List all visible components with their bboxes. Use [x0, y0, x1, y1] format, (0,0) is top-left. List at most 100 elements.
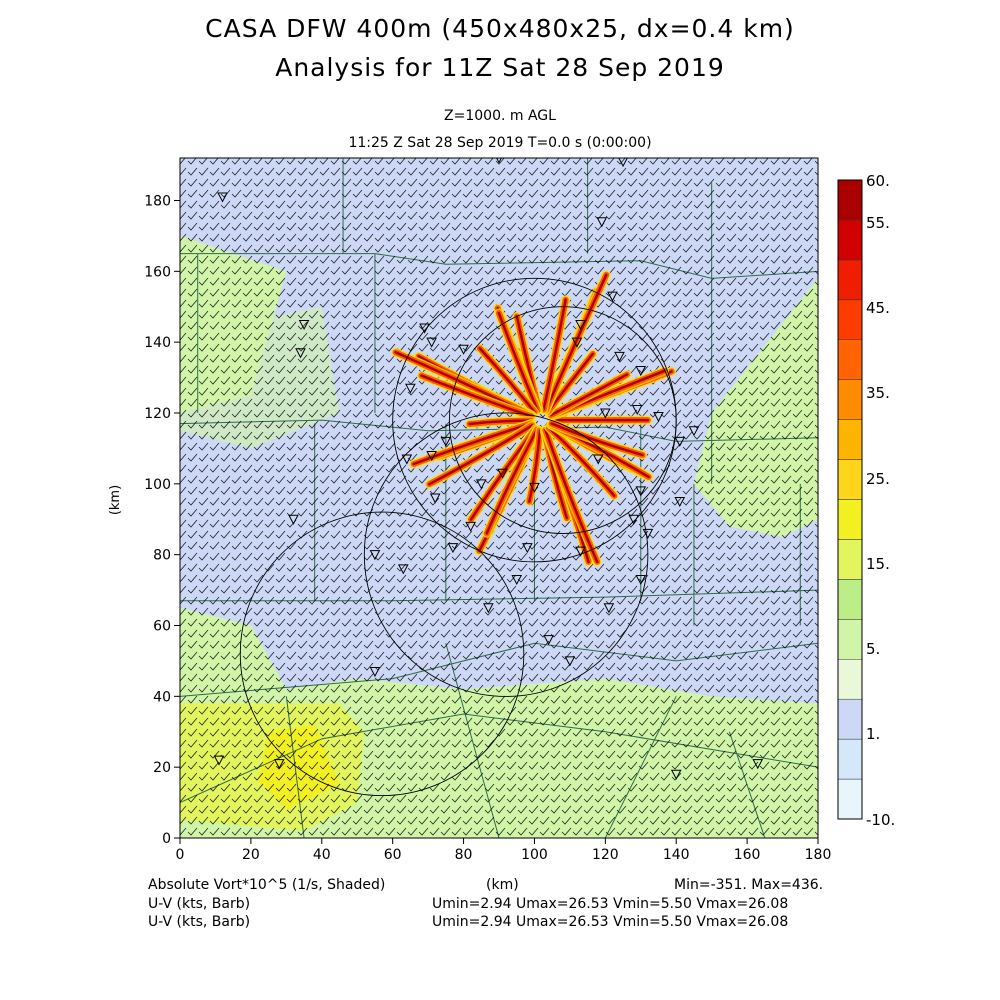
radar-marker-5: [575, 319, 586, 331]
radar-marker-25: [475, 479, 487, 490]
range-ring-1: [363, 412, 649, 697]
y-tick-label-6: 120: [144, 406, 171, 422]
colorbar-label-5: 15.: [866, 555, 890, 573]
wind-barb-stats-2: Umin=2.94 Umax=26.53 Vmin=5.50 Vmax=26.0…: [432, 914, 789, 930]
radar-marker-14: [405, 383, 416, 394]
colorbar-label-7: 1.: [866, 725, 880, 743]
radar-marker-18: [674, 436, 686, 447]
radar-marker-11: [614, 351, 625, 362]
x-tick-label-5: 100: [521, 847, 548, 863]
x-tick-label-2: 40: [313, 847, 331, 863]
range-ring-2: [239, 511, 525, 797]
y-tick-label-4: 80: [153, 548, 171, 564]
wind-barb-stats-1: Umin=2.94 Umax=26.53 Vmin=5.50 Vmax=26.0…: [432, 896, 789, 912]
x-tick-label-1: 20: [242, 847, 260, 863]
radar-marker-10: [571, 337, 583, 348]
radar-marker-6: [419, 323, 430, 334]
radar-marker-31: [465, 521, 476, 532]
radar-marker-1: [618, 158, 628, 168]
radar-marker-48: [642, 528, 654, 539]
colorbar-swatch-3: [837, 659, 863, 700]
colorbar-swatch-2: [837, 698, 863, 740]
colorbar-swatch-15: [837, 179, 863, 221]
radar-marker-35: [522, 543, 533, 554]
radar-marker-33: [397, 564, 409, 575]
radar-marker-26: [529, 482, 540, 493]
radar-marker-3: [596, 217, 608, 228]
vortex-streak-core-21: [485, 428, 539, 535]
radar-marker-15: [600, 408, 611, 419]
radar-marker-20: [440, 436, 452, 447]
radar-marker-4: [607, 291, 618, 302]
colorbar-label-3: 35.: [866, 384, 890, 402]
radar-marker-30: [369, 550, 381, 561]
vortex-streak-core-17: [412, 422, 533, 466]
radar-marker-19: [688, 426, 700, 437]
colorbar-swatch-9: [837, 419, 863, 460]
x-tick-label-9: 180: [805, 847, 832, 863]
colorbar-frame: [837, 179, 863, 820]
x-tick-label-0: 0: [176, 847, 185, 863]
x-tick-label-4: 80: [455, 847, 473, 863]
x-tick-label-8: 160: [734, 847, 761, 863]
radar-marker-8: [295, 348, 306, 359]
valid-time-label: 11:25 Z Sat 28 Sep 2019 T=0.0 s (0:00:00…: [348, 135, 652, 151]
colorbar-swatch-14: [837, 219, 863, 261]
y-tick-label-9: 180: [144, 194, 171, 210]
vortex-streak-core-3: [549, 373, 629, 417]
radar-marker-49: [592, 454, 604, 465]
radar-marker-39: [483, 603, 494, 614]
y-tick-label-7: 140: [144, 335, 171, 351]
colorbar-swatch-8: [837, 459, 863, 500]
y-tick-label-5: 100: [144, 477, 171, 493]
vortex-streak-core-29: [550, 422, 644, 457]
level-label: Z=1000. m AGL: [444, 108, 556, 124]
colorbar-label-6: 5.: [866, 640, 880, 658]
colorbar-label-1: 55.: [866, 214, 890, 232]
colorbar-swatch-11: [837, 339, 863, 380]
radar-marker-41: [543, 635, 554, 646]
x-tick-label-6: 120: [592, 847, 619, 863]
vortex-streak-core-22: [528, 429, 542, 503]
vortex-streak-core-11: [478, 347, 536, 414]
x-tick-label-7: 140: [663, 847, 690, 863]
y-tick-label-0: 0: [162, 831, 171, 847]
vortex-streak-core-6: [544, 273, 608, 412]
radar-marker-37: [635, 574, 647, 586]
radar-marker-7: [298, 319, 310, 331]
radar-marker-12: [635, 366, 647, 377]
radar-marker-47: [752, 759, 764, 770]
radar-marker-38: [511, 574, 523, 586]
radar-marker-22: [401, 454, 413, 465]
colorbar-label-8: -10.: [866, 811, 895, 829]
radar-marker-36: [575, 546, 586, 557]
field-label: Absolute Vort*10^5 (1/s, Shaded): [148, 877, 386, 893]
colorbar-label-4: 25.: [866, 470, 890, 488]
vortex-streak-core-25: [544, 428, 599, 564]
colorbar-label-0: 60.: [866, 172, 890, 190]
wind-barb-label-1: U-V (kts, Barb): [148, 896, 251, 912]
chart-title-line1: CASA DFW 400m (450x480x25, dx=0.4 km): [205, 14, 795, 43]
radar-marker-34: [447, 543, 459, 554]
colorbar-swatch-0: [837, 778, 863, 820]
radar-marker-32: [628, 514, 640, 525]
y-tick-label-1: 20: [153, 760, 171, 776]
radar-marker-16: [631, 404, 643, 416]
radar-marker-9: [426, 337, 437, 348]
y-tick-label-8: 160: [144, 264, 171, 280]
vortex-streak-core-26: [547, 426, 616, 498]
radar-marker-27: [635, 486, 647, 497]
y-tick-label-2: 40: [153, 689, 171, 705]
range-ring-3: [448, 306, 677, 534]
plot-frame: [179, 157, 819, 839]
radar-marker-21: [426, 451, 437, 462]
radar-marker-13: [458, 344, 469, 355]
colorbar-swatch-10: [837, 379, 863, 420]
colorbar-swatch-1: [837, 738, 863, 780]
chart-title-line2: Analysis for 11Z Sat 28 Sep 2019: [275, 53, 725, 82]
radar-marker-43: [369, 667, 381, 678]
vortex-streak-core-7: [542, 298, 567, 411]
min-max-label: Min=-351. Max=436.: [674, 877, 824, 893]
y-tick-label-3: 60: [153, 619, 171, 635]
